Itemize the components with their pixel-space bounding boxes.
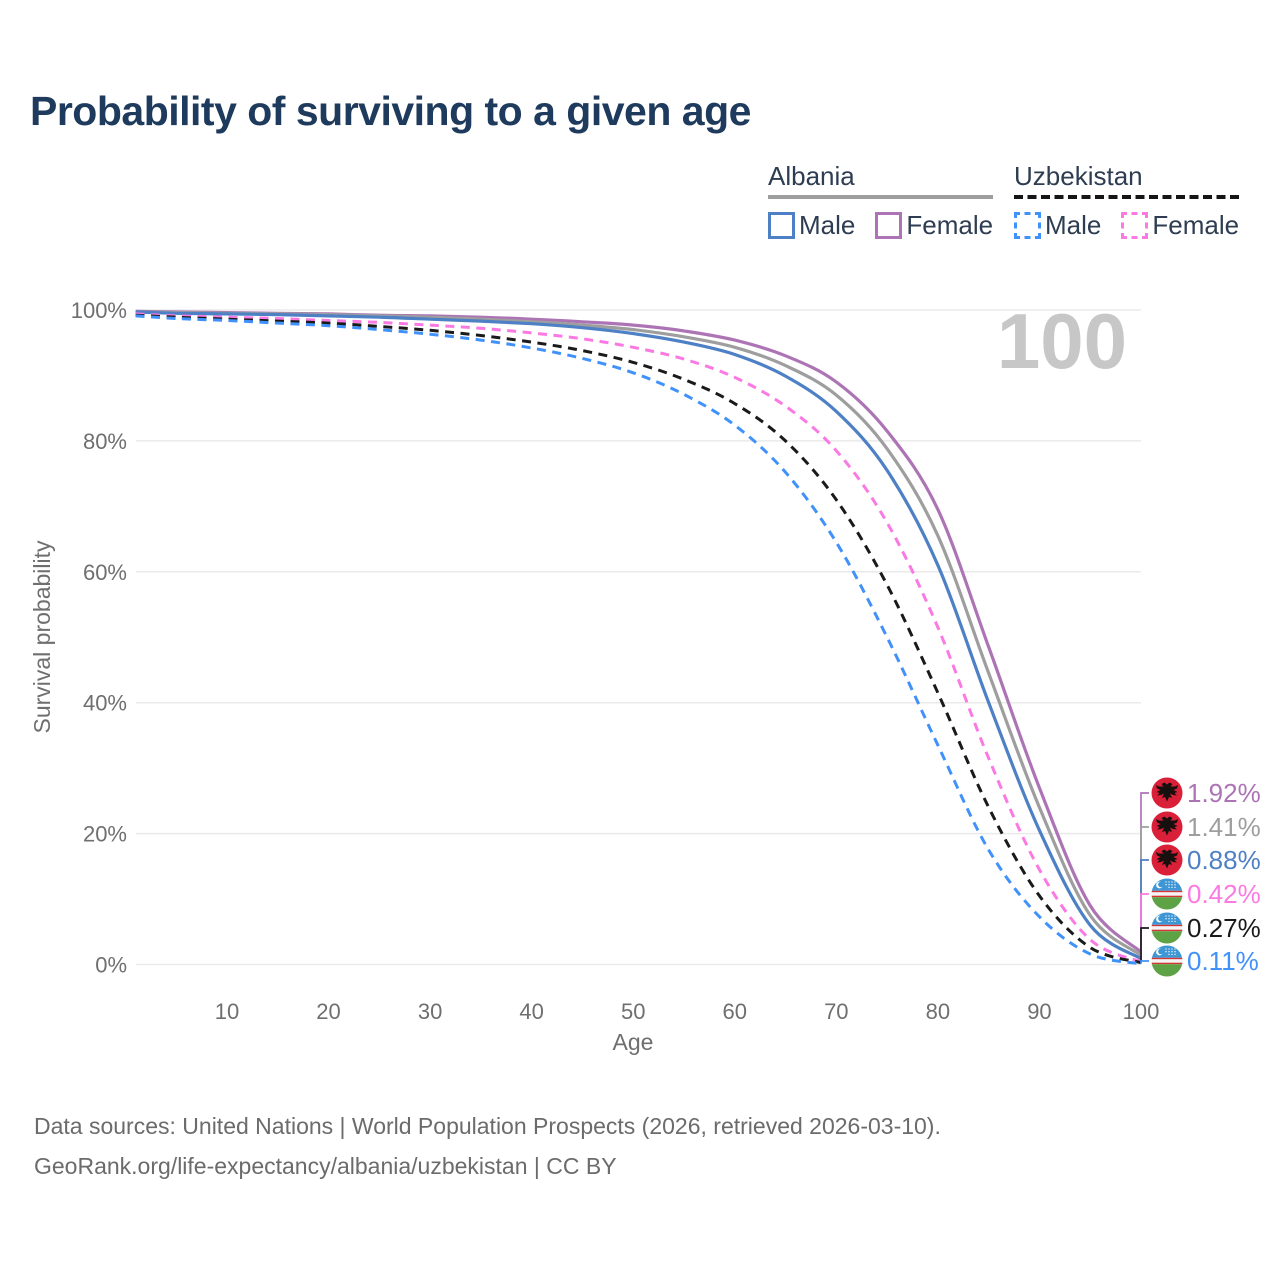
legend-group-albania: Albania Male Female [768,161,994,241]
albania-flag-icon [1151,811,1183,843]
x-tick-20: 20 [316,999,340,1024]
y-tick-100: 100% [71,298,127,323]
albania-flag-icon [1151,844,1183,876]
end-label-value-uzbekistan-male: 0.11% [1187,946,1259,976]
series-line-uzbekistan-female[interactable] [135,312,1142,964]
end-label-uzbekistan-male: 0.11% [1151,945,1259,977]
end-label-value-albania-female: 1.92% [1187,778,1261,808]
end-label-value-uzbekistan-female: 0.42% [1187,879,1261,909]
series-line-albania-female[interactable] [135,309,1143,954]
end-label-connector-uzbekistan-both-sexes [1140,927,1149,963]
y-tick-40: 40% [83,691,127,716]
end-label-albania-both-sexes: 1.41% [1151,811,1261,843]
legend-swatch-uzbekistan-male[interactable] [1014,212,1041,239]
uzbekistan-flag-icon [1151,912,1183,944]
legend-swatch-albania-male[interactable] [768,212,795,239]
legend-swatch-uzbekistan-female[interactable] [1121,212,1149,239]
footer: Data sources: United Nations | World Pop… [34,1106,941,1186]
legend-underline-uzbekistan-dashed-line [1014,195,1240,199]
x-axis-label: Age [613,1029,654,1055]
albania-flag-icon [1151,777,1183,809]
legend-group-uzbekistan: Uzbekistan Male Female [1014,161,1240,241]
x-tick-10: 10 [215,999,239,1024]
legend-label-uzbekistan-male[interactable]: Male [1045,210,1102,240]
x-tick-50: 50 [621,999,645,1024]
end-label-value-uzbekistan-both-sexes: 0.27% [1187,913,1261,943]
end-label-albania-male: 0.88% [1151,844,1261,876]
y-tick-0: 0% [95,953,127,978]
end-label-connector-uzbekistan-male [1140,960,1149,964]
series-line-uzbekistan-both-sexes[interactable] [135,313,1142,965]
y-axis-label: Survival probability [29,540,55,734]
uzbekistan-flag-icon [1151,945,1183,977]
y-tick-60: 60% [83,560,127,585]
x-tick-40: 40 [519,999,543,1024]
legend-country-uzbekistan[interactable]: Uzbekistan [1014,161,1143,191]
y-tick-80: 80% [83,429,127,454]
end-label-value-albania-both-sexes: 1.41% [1187,812,1261,842]
end-label-uzbekistan-both-sexes: 0.27% [1151,912,1261,944]
series-line-albania-male[interactable] [135,310,1142,961]
x-tick-30: 30 [418,999,442,1024]
end-label-albania-female: 1.92% [1151,777,1261,809]
legend-swatch-albania-female[interactable] [875,212,903,239]
series-line-uzbekistan-male[interactable] [135,314,1142,966]
end-label-connector-albania-male [1140,859,1149,959]
y-tick-20: 20% [83,822,127,847]
series-line-albania-both-sexes[interactable] [135,310,1142,957]
legend-label-uzbekistan-female[interactable]: Female [1152,210,1240,240]
page-title: Probability of surviving to a given age [30,88,751,134]
end-label-uzbekistan-female: 0.42% [1151,878,1261,910]
footer-attribution: GeoRank.org/life-expectancy/albania/uzbe… [34,1153,617,1179]
legend-label-albania-male[interactable]: Male [799,210,856,240]
x-tick-60: 60 [723,999,747,1024]
x-tick-100: 100 [1123,999,1160,1024]
legend-label-albania-female[interactable]: Female [906,210,994,240]
end-label-value-albania-male: 0.88% [1187,845,1261,875]
footer-data-sources: Data sources: United Nations | World Pop… [34,1113,941,1139]
x-tick-90: 90 [1027,999,1051,1024]
age-counter-watermark: 100 [997,297,1127,385]
legend-country-albania[interactable]: Albania [768,161,855,191]
x-tick-70: 70 [824,999,848,1024]
legend-underline-albania-solid-line [768,195,994,199]
x-tick-80: 80 [926,999,950,1024]
uzbekistan-flag-icon [1151,878,1183,910]
end-label-connector-albania-both-sexes [1140,826,1149,956]
